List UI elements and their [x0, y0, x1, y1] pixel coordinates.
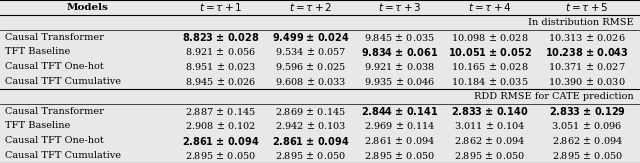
Text: 2.895 $\pm$ 0.050: 2.895 $\pm$ 0.050 [454, 150, 525, 161]
Text: TFT Baseline: TFT Baseline [5, 121, 70, 130]
Text: 2.895 $\pm$ 0.050: 2.895 $\pm$ 0.050 [275, 150, 346, 161]
Text: RDD RMSE for CATE prediction: RDD RMSE for CATE prediction [474, 92, 634, 101]
Text: 2.862 $\pm$ 0.094: 2.862 $\pm$ 0.094 [552, 135, 623, 146]
Text: 9.534 $\pm$ 0.057: 9.534 $\pm$ 0.057 [275, 46, 346, 57]
Text: Models: Models [67, 3, 109, 12]
Text: 3.011 $\pm$ 0.104: 3.011 $\pm$ 0.104 [454, 120, 525, 131]
Text: 2.862 $\pm$ 0.094: 2.862 $\pm$ 0.094 [454, 135, 525, 146]
Text: 2.869 $\pm$ 0.145: 2.869 $\pm$ 0.145 [275, 106, 346, 117]
Text: Causal TFT One-hot: Causal TFT One-hot [5, 136, 104, 145]
Text: 10.313 $\pm$ 0.026: 10.313 $\pm$ 0.026 [548, 32, 626, 43]
Text: $\mathbf{2.861}$ $\mathbf{\pm}$ $\mathbf{0.094}$: $\mathbf{2.861}$ $\mathbf{\pm}$ $\mathbf… [182, 135, 259, 147]
Text: 2.969 $\pm$ 0.114: 2.969 $\pm$ 0.114 [364, 120, 436, 131]
Text: 9.596 $\pm$ 0.025: 9.596 $\pm$ 0.025 [275, 61, 346, 72]
Text: 10.165 $\pm$ 0.028: 10.165 $\pm$ 0.028 [451, 61, 529, 72]
Text: 8.921 $\pm$ 0.056: 8.921 $\pm$ 0.056 [185, 46, 257, 57]
Text: $\mathbf{10.238}$ $\mathbf{\pm}$ $\mathbf{0.043}$: $\mathbf{10.238}$ $\mathbf{\pm}$ $\mathb… [545, 46, 629, 58]
Text: 10.098 $\pm$ 0.028: 10.098 $\pm$ 0.028 [451, 32, 529, 43]
Text: 2.895 $\pm$ 0.050: 2.895 $\pm$ 0.050 [185, 150, 257, 161]
Text: 2.861 $\pm$ 0.094: 2.861 $\pm$ 0.094 [364, 135, 436, 146]
Text: Causal Transformer: Causal Transformer [5, 33, 104, 42]
Text: 8.945 $\pm$ 0.026: 8.945 $\pm$ 0.026 [185, 76, 257, 87]
Text: 2.895 $\pm$ 0.050: 2.895 $\pm$ 0.050 [552, 150, 623, 161]
Text: 10.371 $\pm$ 0.027: 10.371 $\pm$ 0.027 [548, 61, 626, 72]
Text: 2.942 $\pm$ 0.103: 2.942 $\pm$ 0.103 [275, 120, 346, 131]
Text: 2.895 $\pm$ 0.050: 2.895 $\pm$ 0.050 [364, 150, 436, 161]
Text: $\mathbf{9.834}$ $\mathbf{\pm}$ $\mathbf{0.061}$: $\mathbf{9.834}$ $\mathbf{\pm}$ $\mathbf… [362, 46, 438, 58]
Text: $t = \tau+2$: $t = \tau+2$ [289, 1, 332, 13]
Text: 9.608 $\pm$ 0.033: 9.608 $\pm$ 0.033 [275, 76, 346, 87]
Text: Causal TFT One-hot: Causal TFT One-hot [5, 62, 104, 71]
Text: $\mathbf{2.833}$ $\mathbf{\pm}$ $\mathbf{0.140}$: $\mathbf{2.833}$ $\mathbf{\pm}$ $\mathbf… [451, 105, 528, 117]
Text: $\mathbf{2.861}$ $\mathbf{\pm}$ $\mathbf{0.094}$: $\mathbf{2.861}$ $\mathbf{\pm}$ $\mathbf… [272, 135, 349, 147]
Text: 9.921 $\pm$ 0.038: 9.921 $\pm$ 0.038 [364, 61, 436, 72]
Text: 8.951 $\pm$ 0.023: 8.951 $\pm$ 0.023 [185, 61, 257, 72]
Text: 9.935 $\pm$ 0.046: 9.935 $\pm$ 0.046 [364, 76, 436, 87]
Text: $t = \tau+5$: $t = \tau+5$ [565, 1, 609, 13]
Text: 2.908 $\pm$ 0.102: 2.908 $\pm$ 0.102 [185, 120, 257, 131]
Text: 2.887 $\pm$ 0.145: 2.887 $\pm$ 0.145 [186, 106, 256, 117]
Text: 9.845 $\pm$ 0.035: 9.845 $\pm$ 0.035 [365, 32, 435, 43]
Text: 10.390 $\pm$ 0.030: 10.390 $\pm$ 0.030 [548, 76, 626, 87]
Text: $\mathbf{2.844}$ $\mathbf{\pm}$ $\mathbf{0.141}$: $\mathbf{2.844}$ $\mathbf{\pm}$ $\mathbf… [362, 105, 438, 117]
Text: Causal TFT Cumulative: Causal TFT Cumulative [5, 77, 121, 86]
Text: 3.051 $\pm$ 0.096: 3.051 $\pm$ 0.096 [552, 120, 623, 131]
Text: $\mathbf{10.051}$ $\mathbf{\pm}$ $\mathbf{0.052}$: $\mathbf{10.051}$ $\mathbf{\pm}$ $\mathb… [447, 46, 532, 58]
Text: 10.184 $\pm$ 0.035: 10.184 $\pm$ 0.035 [451, 76, 529, 87]
Text: Causal Transformer: Causal Transformer [5, 107, 104, 116]
Text: $t = \tau+3$: $t = \tau+3$ [378, 1, 422, 13]
Text: $t = \tau+4$: $t = \tau+4$ [468, 1, 511, 13]
Text: $\mathbf{8.823}$ $\mathbf{\pm}$ $\mathbf{0.028}$: $\mathbf{8.823}$ $\mathbf{\pm}$ $\mathbf… [182, 31, 259, 43]
Text: Causal TFT Cumulative: Causal TFT Cumulative [5, 151, 121, 160]
Text: $\mathbf{2.833}$ $\mathbf{\pm}$ $\mathbf{0.129}$: $\mathbf{2.833}$ $\mathbf{\pm}$ $\mathbf… [548, 105, 626, 117]
Text: $t = \tau+1$: $t = \tau+1$ [199, 1, 243, 13]
Text: $\mathbf{9.499}$ $\mathbf{\pm}$ $\mathbf{0.024}$: $\mathbf{9.499}$ $\mathbf{\pm}$ $\mathbf… [271, 31, 349, 43]
Text: TFT Baseline: TFT Baseline [5, 47, 70, 56]
Text: In distribution RMSE: In distribution RMSE [528, 18, 634, 27]
